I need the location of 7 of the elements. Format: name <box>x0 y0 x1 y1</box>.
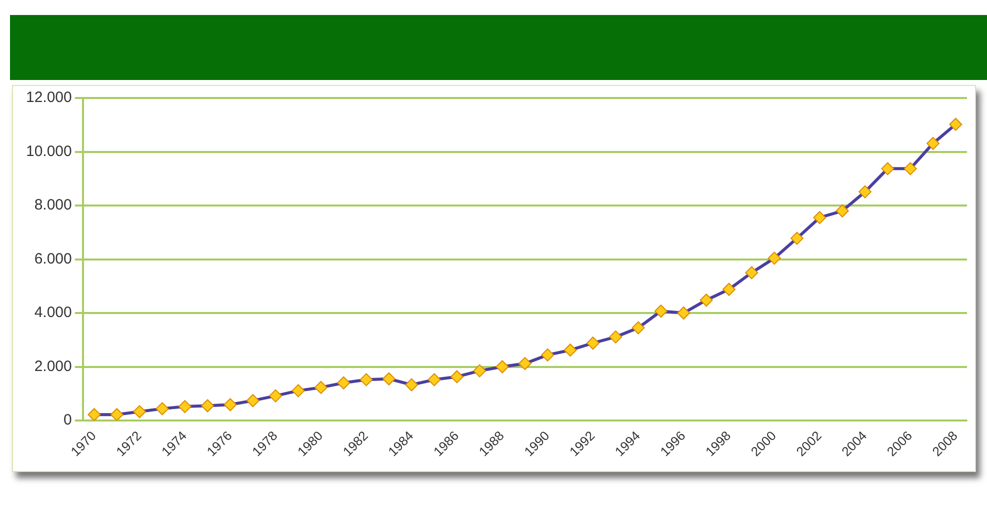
y-tick-label: 6.000 <box>34 250 72 268</box>
y-tick-label: 8.000 <box>34 196 72 214</box>
y-tick-label: 4.000 <box>34 304 72 322</box>
y-tick-label: 2.000 <box>34 358 72 375</box>
y-tick-label: 0 <box>64 412 72 429</box>
y-tick-label: 10.000 <box>26 142 72 160</box>
y-tick-label: 12.000 <box>26 89 72 106</box>
